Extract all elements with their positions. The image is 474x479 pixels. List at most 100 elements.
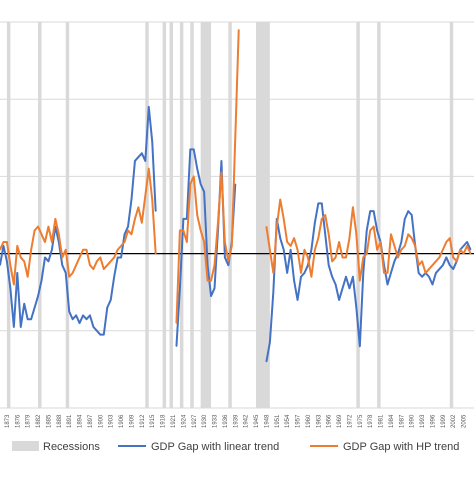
data-point — [65, 249, 67, 251]
data-point — [435, 260, 437, 262]
data-point — [373, 210, 375, 212]
data-point — [16, 272, 18, 274]
x-tick-label: 1888 — [57, 414, 63, 428]
recession-bands — [6, 22, 454, 408]
data-point — [234, 183, 236, 185]
recession-band — [228, 22, 232, 408]
data-point — [456, 260, 458, 262]
data-point — [386, 272, 389, 274]
data-point — [359, 280, 361, 282]
data-point — [6, 260, 8, 262]
data-point — [16, 245, 18, 247]
data-point — [210, 280, 212, 282]
data-point — [23, 303, 25, 305]
data-point — [383, 272, 385, 274]
data-point — [186, 241, 188, 243]
data-point — [345, 276, 347, 278]
x-tick-label: 1978 — [368, 414, 374, 428]
data-point — [269, 341, 271, 343]
data-point — [265, 361, 268, 363]
data-point — [224, 241, 226, 243]
data-point — [213, 264, 216, 266]
data-point — [348, 287, 351, 289]
data-point — [314, 249, 316, 251]
data-point — [404, 218, 406, 220]
data-point — [300, 276, 302, 278]
data-point — [117, 249, 119, 251]
x-tick-label: 1954 — [285, 414, 291, 428]
data-point — [390, 272, 392, 274]
data-point — [234, 137, 236, 139]
data-point — [265, 225, 268, 228]
data-point — [466, 241, 468, 243]
data-point — [452, 256, 454, 259]
data-point — [369, 229, 371, 232]
recession-band — [169, 22, 173, 408]
recession-band — [145, 22, 149, 408]
data-point — [348, 237, 351, 239]
x-tick-label: 1891 — [67, 414, 73, 428]
data-point — [466, 245, 468, 247]
data-point — [13, 283, 15, 286]
data-point — [452, 268, 454, 270]
data-point — [418, 264, 420, 266]
data-point — [110, 260, 112, 262]
data-point — [44, 256, 46, 259]
data-point — [393, 245, 396, 247]
data-point — [469, 249, 472, 251]
data-point — [428, 268, 430, 270]
data-point — [328, 264, 330, 266]
data-point — [407, 233, 409, 235]
data-point — [296, 249, 299, 251]
data-point — [431, 283, 434, 286]
x-tick-label: 1972 — [347, 414, 353, 428]
data-point — [300, 272, 302, 274]
x-tick-label: 1966 — [327, 414, 333, 428]
data-point — [338, 241, 340, 243]
data-point — [366, 253, 368, 255]
data-point — [324, 233, 326, 235]
x-tick-label: 1942 — [244, 414, 250, 428]
data-point — [155, 253, 157, 255]
x-tick-label: 1951 — [275, 414, 281, 428]
data-point — [23, 260, 25, 262]
data-point — [89, 264, 91, 266]
data-point — [269, 249, 271, 251]
data-point — [449, 264, 451, 266]
data-point — [196, 168, 198, 170]
data-point — [335, 256, 337, 259]
data-point — [61, 256, 63, 259]
data-point — [175, 345, 178, 347]
data-point — [179, 229, 181, 232]
data-point — [72, 272, 74, 274]
data-point — [20, 326, 22, 328]
data-point — [2, 241, 5, 243]
data-point — [40, 280, 43, 282]
data-point — [130, 233, 133, 235]
x-tick-label: 1915 — [150, 414, 156, 428]
legend: Recessions GDP Gap with linear trend GDP… — [12, 441, 459, 453]
x-tick-label: 1999 — [441, 414, 447, 428]
data-point — [303, 249, 306, 251]
data-point — [99, 256, 101, 259]
data-point — [144, 160, 146, 162]
legend-linear-trend-label: GDP Gap with linear trend — [151, 441, 279, 453]
x-tick-label: 1984 — [389, 414, 395, 428]
data-point — [82, 314, 84, 316]
data-point — [321, 218, 323, 220]
x-tick-label: 1996 — [430, 414, 436, 428]
recession-band — [256, 22, 270, 408]
data-point — [103, 268, 105, 270]
data-point — [92, 268, 95, 270]
x-tick-label: 1894 — [78, 414, 84, 428]
x-tick-label: 1939 — [233, 414, 239, 428]
data-point — [210, 295, 212, 297]
legend-recessions-label: Recessions — [43, 441, 100, 453]
x-tick-label: 1924 — [181, 414, 187, 428]
data-point — [193, 148, 195, 150]
data-point — [75, 314, 77, 316]
x-tick-label: 2002 — [451, 414, 457, 428]
data-point — [68, 310, 70, 313]
data-point — [317, 202, 319, 205]
data-point — [34, 307, 36, 309]
